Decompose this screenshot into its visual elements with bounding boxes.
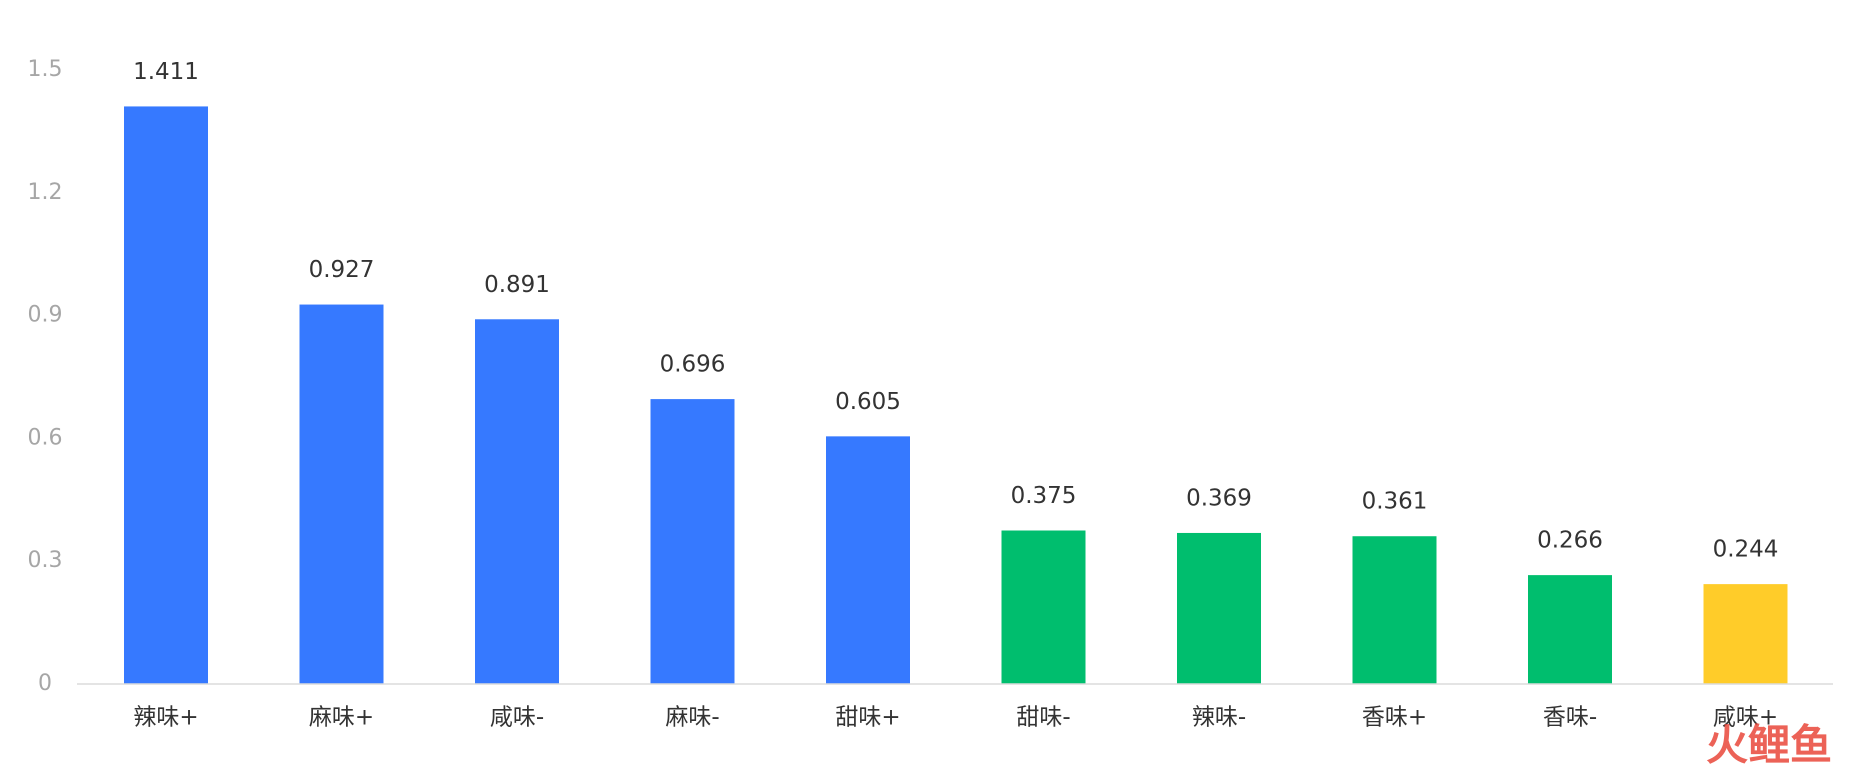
x-tick-label: 香味+: [1362, 705, 1427, 731]
y-tick-label: 0.6: [28, 425, 63, 450]
value-label: 1.411: [133, 59, 199, 85]
bar: [1352, 536, 1437, 684]
value-label: 0.369: [1186, 485, 1252, 511]
bar: [1001, 530, 1086, 684]
x-tick-label: 咸味-: [490, 705, 544, 731]
y-tick-label: 0.3: [28, 548, 63, 573]
value-label: 0.244: [1713, 537, 1779, 563]
value-label: 0.927: [309, 257, 375, 283]
bar: [1177, 532, 1261, 684]
x-tick-label: 辣味+: [133, 705, 198, 731]
bar: [124, 106, 208, 684]
x-tick-label: 咸味+: [1713, 705, 1778, 731]
x-tick-label: 甜味+: [835, 705, 900, 731]
bar: [650, 399, 735, 684]
y-tick-label: 0.9: [28, 303, 63, 328]
bar: [1703, 584, 1788, 684]
x-tick-label: 香味-: [1543, 705, 1597, 731]
y-tick-label: 1.2: [28, 180, 63, 205]
value-label: 0.361: [1362, 489, 1428, 515]
value-label: 0.375: [1011, 483, 1077, 509]
x-tick-label: 辣味-: [1192, 705, 1246, 731]
x-tick-label: 甜味-: [1016, 705, 1070, 731]
bar: [475, 319, 559, 684]
bar: [1528, 575, 1612, 684]
x-tick-label: 麻味+: [309, 705, 374, 731]
bar: [826, 436, 910, 684]
value-label: 0.266: [1537, 528, 1603, 554]
value-label: 0.605: [835, 389, 901, 415]
value-label: 0.891: [484, 272, 550, 298]
watermark: 火鲤鱼: [1706, 721, 1832, 770]
y-tick-label: 1.5: [28, 57, 63, 82]
x-tick-label: 麻味-: [665, 705, 719, 731]
y-tick-label: 0: [38, 671, 52, 696]
bar: [299, 304, 384, 684]
value-label: 0.696: [660, 352, 726, 378]
